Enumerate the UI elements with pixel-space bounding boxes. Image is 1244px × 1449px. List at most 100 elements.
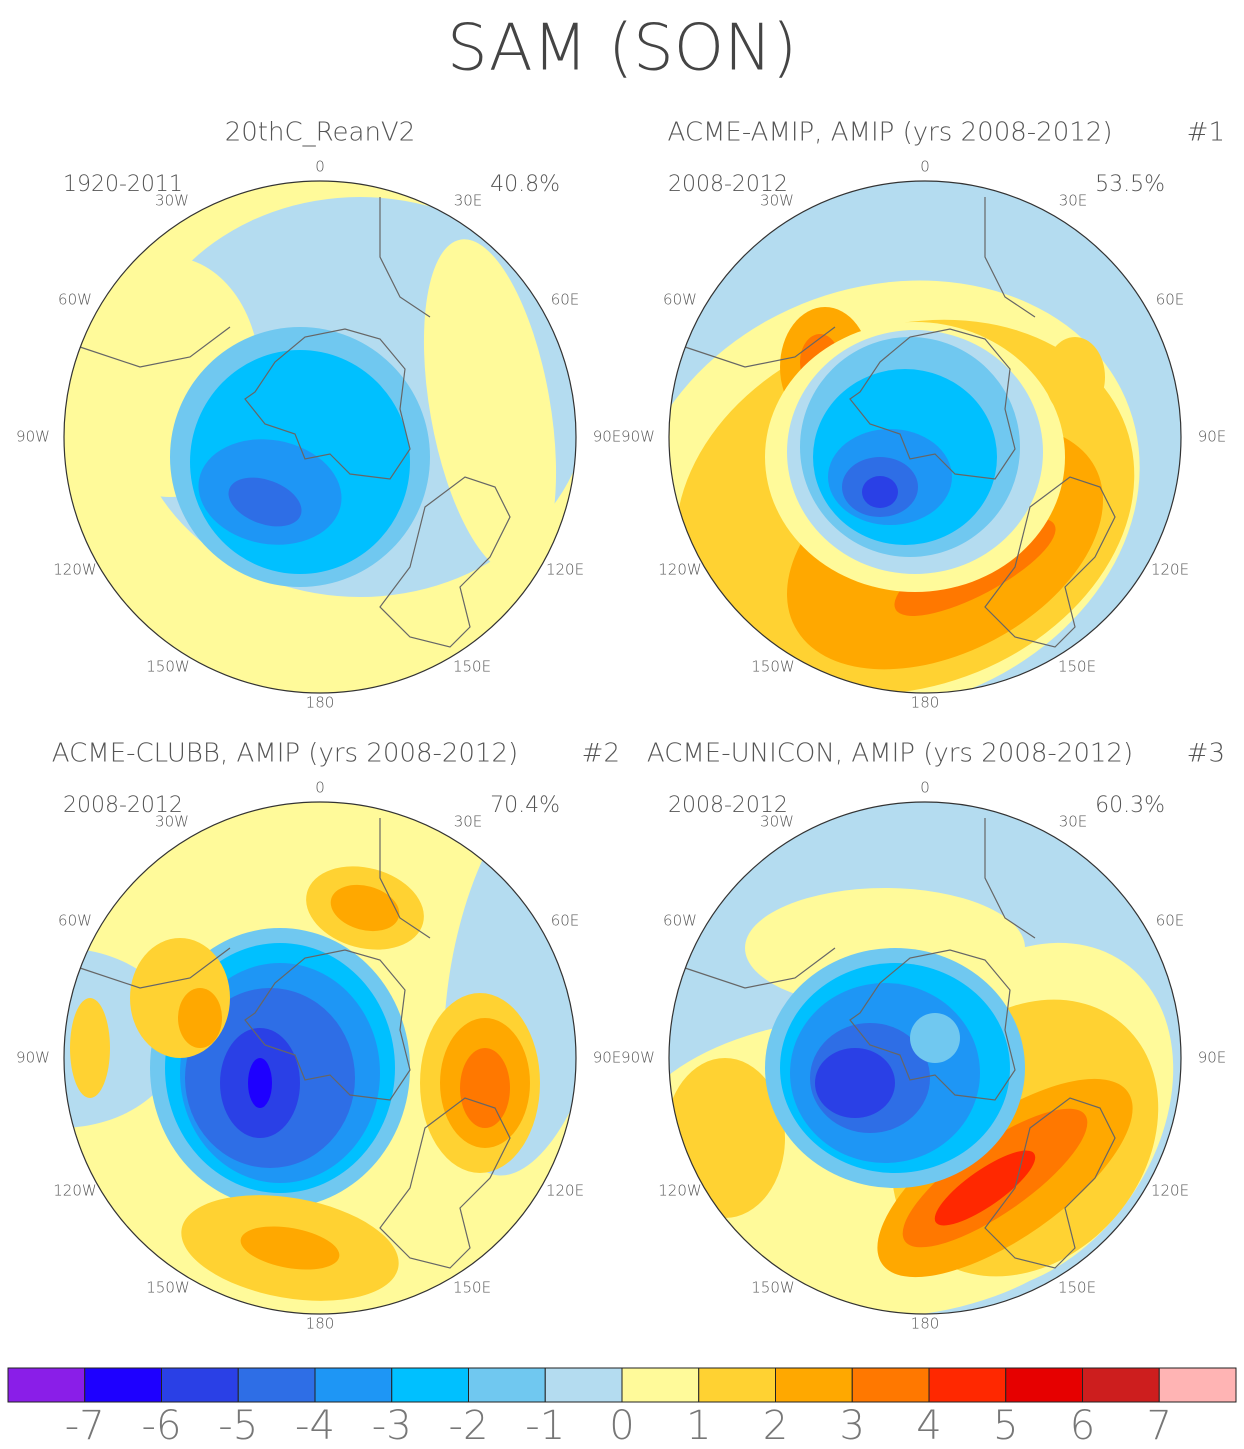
longitude-label: 150W [146, 658, 189, 676]
colorbar-tick-label: -3 [372, 1403, 412, 1449]
longitude-label: 90W [621, 1049, 655, 1067]
map-panel: 0 30E 60E 90E 120E 150E 180 150W 120W 90W 60W 30W AC… [621, 739, 1227, 1333]
contour-region [460, 1048, 510, 1128]
map-border [668, 801, 1182, 1315]
panel-title: ACME-AMIP, AMIP (yrs 2008-2012) [668, 118, 1113, 148]
contour-region [423, 239, 557, 575]
colorbar-box [468, 1367, 546, 1403]
longitude-label: 180 [911, 1315, 940, 1333]
longitude-label: 150E [453, 1279, 491, 1297]
longitude-label: 30W [155, 192, 189, 210]
colorbar-tick-label: 4 [916, 1403, 941, 1449]
colorbar-box [314, 1367, 393, 1403]
colorbar-box [84, 1367, 162, 1403]
contour-region [70, 998, 110, 1098]
coastline [79, 818, 511, 1269]
longitude-label: 90E [593, 1049, 622, 1067]
longitude-label: 30W [155, 813, 189, 831]
contour-region [862, 476, 898, 508]
panel-title: ACME-CLUBB, AMIP (yrs 2008-2012) [52, 739, 518, 769]
panel-tag: #3 [1187, 739, 1225, 769]
longitude-label: 150E [1058, 1279, 1096, 1297]
longitude-label: 0 [315, 779, 325, 797]
longitude-label: 120E [1151, 1182, 1189, 1200]
colorbar-box [161, 1367, 239, 1403]
longitude-label: 30E [1059, 192, 1088, 210]
longitude-label: 30E [454, 813, 483, 831]
longitude-label: 0 [920, 779, 930, 797]
contour-region [934, 1150, 1036, 1226]
variance-label: 53.5% [1095, 172, 1165, 197]
longitude-label: 60E [551, 291, 580, 309]
map-border [668, 180, 1182, 694]
map-panel: 0 30E 60E 90E 120E 150E 180 150W 120W 90W 60W 30W 20… [16, 118, 621, 712]
colorbar-box [621, 1367, 700, 1403]
longitude-label: 180 [911, 694, 940, 712]
longitude-label: 120W [658, 1182, 701, 1200]
longitude-label: 90E [1198, 1049, 1227, 1067]
longitude-label: 90W [16, 1049, 50, 1067]
colorbar-box [1005, 1367, 1083, 1403]
panel-tag: #1 [1187, 118, 1225, 148]
longitude-label: 60W [58, 291, 92, 309]
colorbar-tick-label: 1 [686, 1403, 711, 1449]
colorbar-box [928, 1367, 1007, 1403]
contour-region [240, 1226, 340, 1270]
longitude-label: 30E [454, 192, 483, 210]
period-label: 1920-2011 [63, 172, 183, 197]
colorbar-tick-label: -5 [218, 1403, 258, 1449]
colorbar-tick-label: 6 [1070, 1403, 1095, 1449]
colorbar-box [1158, 1367, 1237, 1403]
colorbar-box [544, 1367, 623, 1403]
longitude-label: 150W [751, 658, 794, 676]
longitude-label: 90W [621, 428, 655, 446]
map-panel: 0 30E 60E 90E 120E 150E 180 150W 120W 90W 60W 30W AC… [621, 118, 1227, 712]
longitude-label: 150E [453, 658, 491, 676]
colorbar-box [775, 1367, 853, 1403]
colorbar-box [7, 1367, 86, 1403]
colorbar-box [391, 1367, 469, 1403]
colorbar-tick-label: -2 [449, 1403, 489, 1449]
longitude-label: 60E [551, 912, 580, 930]
longitude-label: 30E [1059, 813, 1088, 831]
variance-label: 40.8% [490, 172, 560, 197]
longitude-label: 180 [306, 1315, 335, 1333]
colorbar-box [698, 1367, 776, 1403]
period-label: 2008-2012 [668, 793, 788, 818]
map-border [63, 801, 577, 1315]
variance-label: 60.3% [1095, 793, 1165, 818]
longitude-label: 60E [1156, 912, 1185, 930]
map-border [63, 180, 577, 694]
colorbar-tick-label: 3 [840, 1403, 865, 1449]
contour-region [178, 988, 222, 1048]
colorbar-box [1082, 1367, 1160, 1403]
longitude-label: 120E [1151, 561, 1189, 579]
colorbar-tick-label: 5 [993, 1403, 1018, 1449]
contour-region [330, 884, 400, 932]
longitude-label: 30W [760, 813, 794, 831]
longitude-label: 90E [1198, 428, 1227, 446]
panel-tag: #2 [582, 739, 620, 769]
contour-field [64, 181, 576, 693]
longitude-label: 180 [306, 694, 335, 712]
colorbar-box [851, 1367, 930, 1403]
longitude-label: 120E [546, 1182, 584, 1200]
contour-field [669, 802, 1181, 1314]
longitude-label: 60W [663, 291, 697, 309]
colorbar-tick-label: -6 [142, 1403, 182, 1449]
variance-label: 70.4% [490, 793, 560, 818]
period-label: 2008-2012 [668, 172, 788, 197]
colorbar-tick-label: 0 [609, 1403, 634, 1449]
longitude-label: 0 [920, 158, 930, 176]
contour-field [669, 181, 1181, 693]
colorbar-box [237, 1367, 316, 1403]
colorbar-tick-label: -7 [65, 1403, 105, 1449]
longitude-label: 0 [315, 158, 325, 176]
longitude-label: 120W [53, 1182, 96, 1200]
coastline [684, 818, 1116, 1269]
longitude-label: 120W [658, 561, 701, 579]
longitude-label: 90W [16, 428, 50, 446]
colorbar-tick-label: 7 [1147, 1403, 1172, 1449]
coastline [79, 197, 511, 648]
